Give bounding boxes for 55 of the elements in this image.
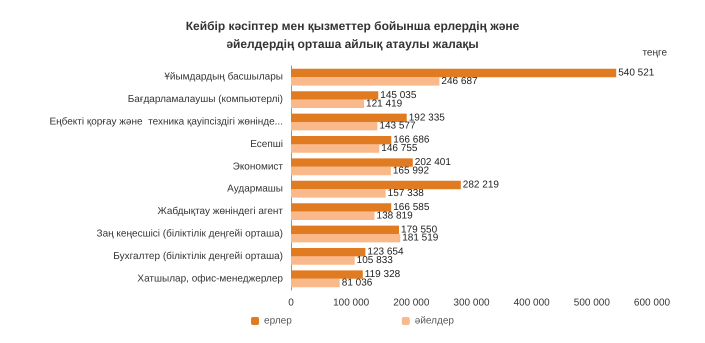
bar [291, 136, 392, 144]
data-label: 165 992 [392, 166, 430, 176]
bar [291, 212, 375, 220]
data-label: 105 833 [356, 255, 394, 266]
data-label: 181 519 [402, 232, 439, 244]
x-tick-label: 500 000 [574, 298, 610, 308]
bar [291, 68, 616, 78]
bar [291, 122, 378, 130]
data-label: 145 035 [380, 90, 417, 101]
data-label: 138 819 [376, 210, 414, 222]
bar [291, 91, 378, 100]
y-tick-label: Экономист [232, 161, 284, 172]
data-label: 246 687 [441, 76, 478, 87]
data-label: 540 521 [618, 68, 655, 78]
x-tick-label: 300 000 [453, 298, 490, 308]
legend-label: әйелдер [414, 316, 454, 326]
data-label: 81 036 [342, 278, 373, 288]
bar [291, 158, 413, 167]
bar [291, 203, 392, 212]
y-tick-label: Еңбекті қорғау және техника қауіпсіздігі жөнінде... [49, 116, 283, 128]
y-tick-label: Бухгалтер (біліктілік деңгейі орташа) [113, 250, 283, 262]
x-tick-label: 0 [288, 298, 294, 308]
y-tick-label: Есепші [250, 138, 283, 150]
y-tick-label: Бағдарламалаушы (компьютерлі) [128, 94, 283, 106]
x-tick-label: 600 000 [634, 298, 671, 308]
data-label: 143 577 [379, 120, 416, 132]
data-label: 157 338 [388, 188, 424, 199]
y-tick-label: Аудармашы [227, 184, 283, 195]
data-label: 282 219 [462, 180, 500, 190]
bar [291, 77, 440, 86]
bar [291, 278, 340, 288]
data-label: 121 419 [366, 98, 403, 110]
bar [291, 114, 407, 122]
bar [291, 166, 391, 176]
bar [291, 144, 380, 153]
chart-title: Кейбір кәсіптер мен қызметтер бойынша ерлердің және әйелдердің орташа айлық атаулы жалақы [186, 19, 520, 51]
x-tick-label: 100 000 [333, 298, 370, 308]
y-tick-label: Хатшылар, офис-менеджерлер [137, 273, 284, 284]
x-tick-label: 400 000 [514, 298, 550, 308]
data-label: 166 585 [393, 202, 430, 213]
bar [291, 256, 355, 265]
y-tick-label: Ұйымдардың басшылары [164, 72, 283, 83]
bar [291, 100, 364, 108]
text: теңге [642, 48, 668, 58]
y-tick-label: Жабдықтау жөніндегі агент [158, 206, 284, 218]
data-label: 146 755 [381, 143, 418, 154]
legend-label: ерлер [264, 316, 292, 326]
bar [291, 180, 461, 190]
bar [291, 226, 400, 234]
bar [291, 234, 400, 242]
bar [291, 270, 363, 279]
y-tick-label: Заң кеңесшісі (біліктілік деңгейі орташа) [96, 228, 283, 240]
bar [291, 189, 386, 198]
x-tick-label: 200 000 [393, 298, 430, 308]
bar [291, 248, 366, 256]
